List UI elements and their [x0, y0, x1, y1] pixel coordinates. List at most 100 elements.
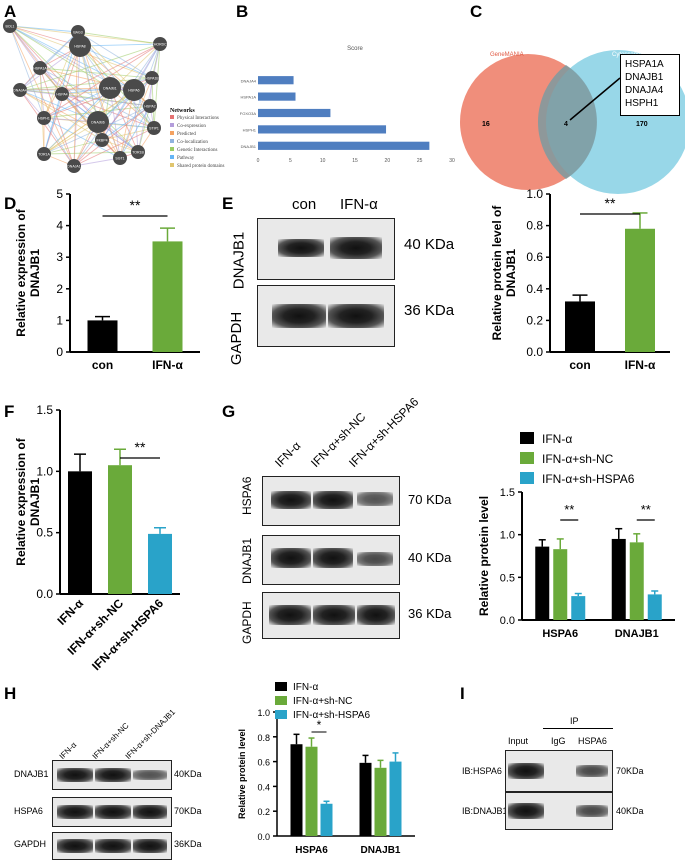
blot-g-dnajb1 — [262, 535, 400, 585]
legend-label: Pathway — [177, 156, 195, 161]
network-edge — [19, 31, 79, 91]
network-node — [99, 77, 121, 99]
blot-g-size: 70 KDa — [408, 492, 452, 507]
network-node — [145, 71, 159, 85]
network-edge — [109, 87, 139, 153]
venn-overlap-count: 4 — [564, 121, 568, 128]
bar — [611, 538, 626, 620]
chart-h-protein-level: 0.0 0.2 0.4 0.6 0.8 1.0 Relative protein level… — [237, 682, 415, 856]
blot-g-row-label: HSPA6 — [240, 476, 254, 515]
network-edge — [43, 117, 121, 159]
network-node-label: DNAJA4 — [13, 89, 26, 93]
y-tick-label: 5 — [56, 187, 63, 201]
blot-i-dnajb1 — [505, 792, 613, 830]
blot-e-row-label: GAPDH — [228, 311, 246, 366]
y-tick-label: 0.0 — [36, 587, 53, 601]
bar — [553, 549, 568, 620]
legend-label: Shared protein domains — [177, 164, 225, 169]
blot-g-gapdh — [262, 592, 400, 639]
panel-label-b: B — [236, 2, 249, 21]
network-legend-item: Genetic Interactions — [170, 147, 235, 155]
network-edge — [39, 67, 75, 167]
network-edge — [19, 89, 103, 141]
legend-label: IFN-α+sh-HSPA6 — [293, 710, 370, 721]
blot-h-hspa6 — [52, 797, 172, 827]
network-node — [33, 61, 47, 75]
significance-marker: ** — [130, 197, 141, 213]
network-node — [69, 35, 91, 57]
gene-network-diagram: BOL1 HSPA8 HSPA1A HSPA4 DNAJA4 HSPH1 DNAJB1 HSP… — [3, 19, 169, 173]
panel-label-g: G — [222, 402, 236, 421]
network-edge — [153, 43, 161, 129]
blot-i-size: 40KDa — [616, 806, 644, 816]
y-axis-label-line: Relative expression of — [14, 208, 28, 336]
bar — [389, 761, 402, 836]
blot-e-size: 36 KDa — [404, 302, 455, 319]
network-node — [153, 37, 167, 51]
legend-label: IFN-α+sh-NC — [542, 452, 614, 466]
y-tick-label: 2 — [56, 282, 63, 296]
network-legend: Networks Physical Interactions Co-express… — [170, 108, 235, 171]
category-label: HSPA1A — [241, 95, 257, 100]
bar — [152, 241, 183, 352]
bar — [258, 76, 294, 85]
network-edge — [61, 43, 161, 95]
y-tick-label: 0.0 — [257, 832, 270, 842]
blot-g-row-label: DNAJB1 — [240, 537, 254, 584]
x-tick-label: 5 — [289, 158, 292, 164]
network-edge — [19, 89, 99, 123]
network-edge — [101, 105, 151, 141]
blot-g-hspa6 — [262, 476, 400, 526]
network-legend-title: Networks — [170, 108, 195, 114]
network-edge — [73, 157, 121, 167]
blot-g-size: 40 KDa — [408, 550, 452, 565]
bar — [571, 596, 586, 620]
legend-swatch — [520, 432, 534, 444]
y-tick-label: 0.8 — [257, 733, 270, 743]
network-node — [131, 145, 145, 159]
bar — [258, 108, 331, 118]
network-node — [55, 87, 69, 101]
blot-h-size: 36KDa — [174, 839, 202, 849]
network-edge — [73, 105, 151, 167]
network-edge — [119, 77, 153, 159]
blot-h-dnajb1 — [52, 760, 172, 790]
blot-g-lane-label: IFN-α+sh-HSPA6 — [346, 394, 422, 470]
x-category-label: con — [92, 358, 113, 372]
legend-label: Predicted — [177, 132, 196, 137]
network-node — [13, 83, 27, 97]
callout-gene: HSPH1 — [625, 98, 659, 109]
legend-label: IFN-α+sh-NC — [293, 696, 352, 707]
bar — [258, 125, 387, 134]
network-legend-item: Pathway — [170, 155, 235, 163]
y-tick-label: 0.6 — [257, 758, 270, 768]
blot-i-row-label: IB:HSPA6 — [462, 766, 502, 776]
blot-i-lane-label: Input — [508, 736, 529, 746]
panel-label-f: F — [4, 402, 15, 421]
y-axis-label: Relative protein level ofDNAJB1 — [490, 205, 518, 341]
network-node — [37, 111, 51, 125]
y-axis-label-line: Relative expression of — [14, 437, 28, 565]
network-node — [87, 111, 109, 133]
network-edge — [19, 89, 151, 107]
network-edge — [39, 67, 153, 79]
network-node — [3, 19, 17, 33]
legend-label: Co-expression — [177, 124, 206, 129]
blot-h-row-label: GAPDH — [14, 839, 47, 849]
x-tick-label: 20 — [385, 158, 391, 164]
y-tick-label: 0.6 — [526, 250, 543, 264]
blot-i-lane-label: HSPA6 — [578, 736, 607, 746]
blot-e-size: 40 KDa — [404, 236, 455, 253]
bar — [629, 542, 644, 620]
category-label: DNAJA4 — [241, 78, 257, 83]
network-edge — [9, 25, 161, 45]
y-tick-label: 0 — [56, 345, 63, 359]
y-axis-label: Relative expression ofDNAJB1 — [14, 208, 42, 336]
legend-swatch — [520, 472, 534, 484]
category-label: DNAJB1 — [241, 144, 257, 149]
category-label: FOXO3A — [240, 111, 257, 116]
y-tick-label: 1.0 — [526, 187, 543, 201]
bar — [359, 762, 372, 836]
blot-g-row-label: GAPDH — [240, 601, 254, 644]
network-legend-item: Physical Interactions — [170, 115, 235, 123]
